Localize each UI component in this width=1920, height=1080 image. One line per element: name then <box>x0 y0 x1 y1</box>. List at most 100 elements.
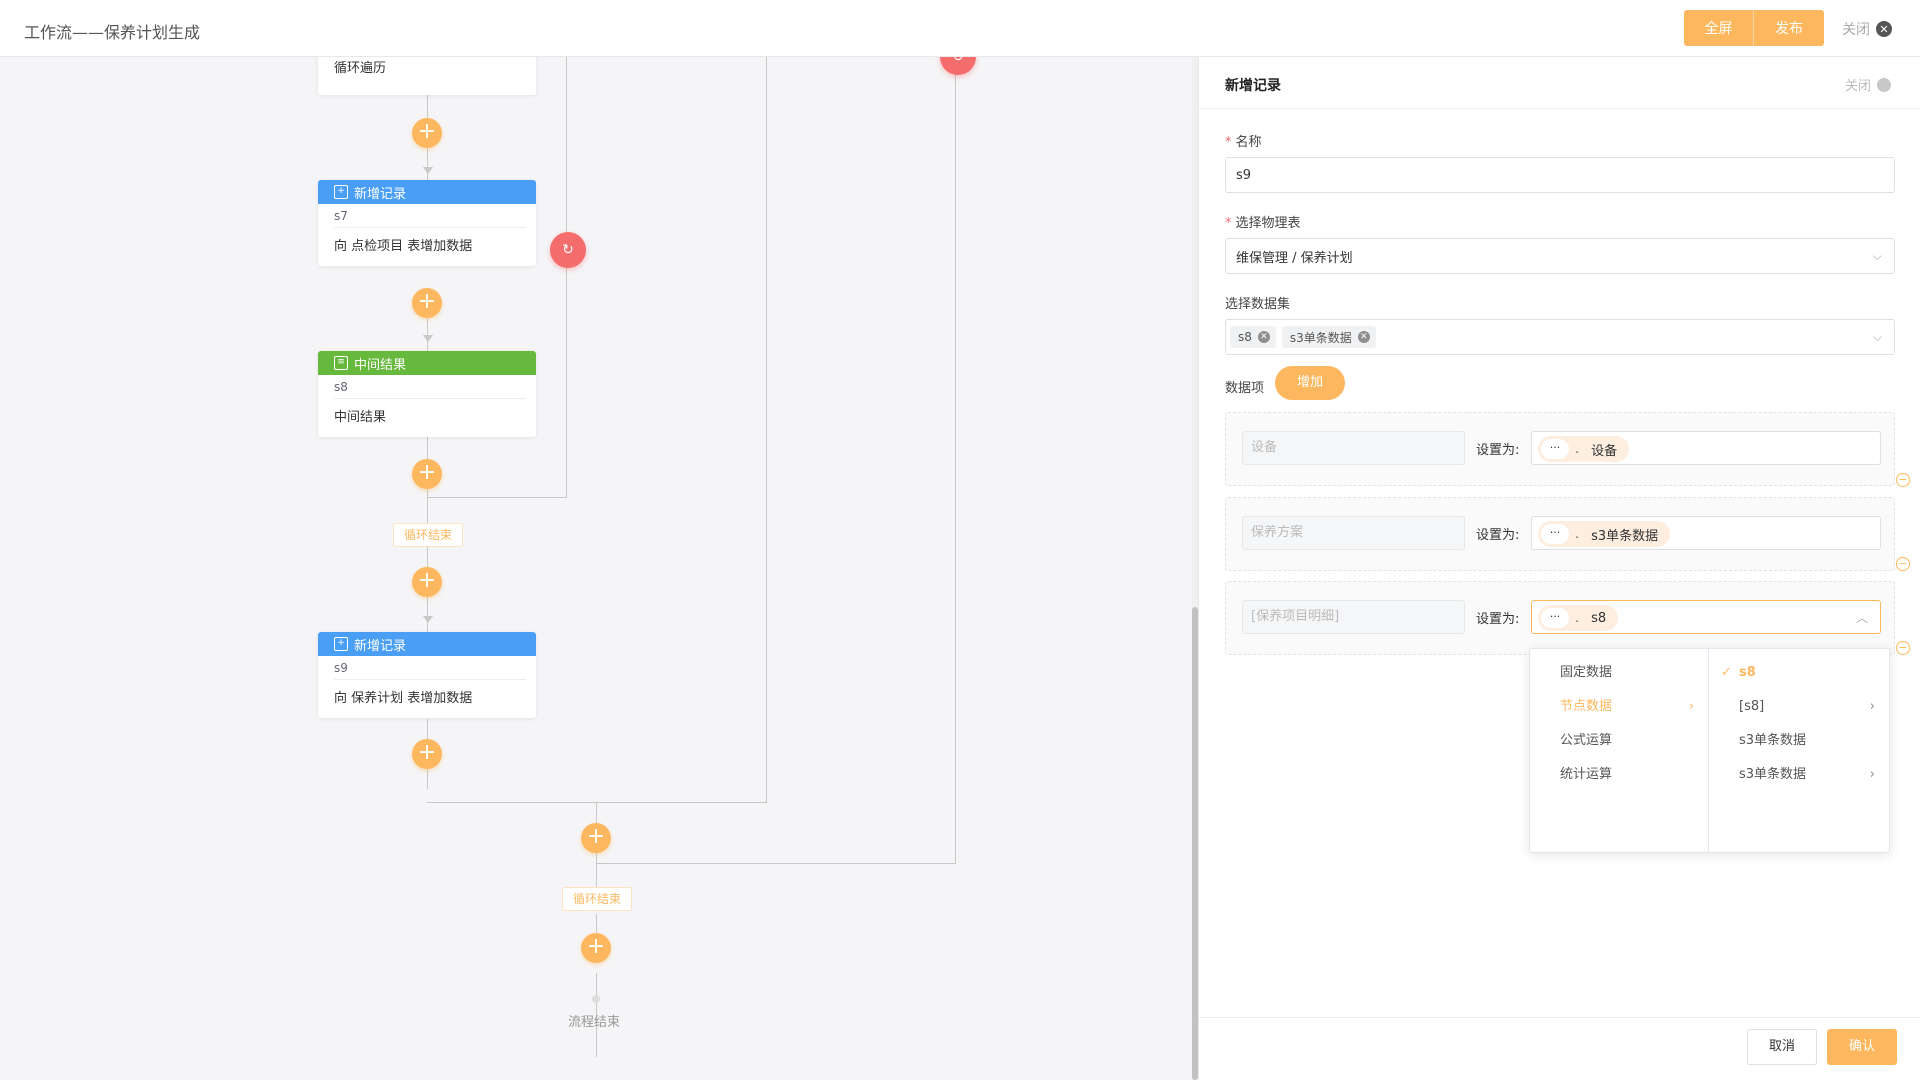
panel-close-button[interactable]: 关闭 <box>1845 75 1892 94</box>
panel-title: 新增记录 <box>1225 78 1281 94</box>
node-description: 向 保养计划 表增加数据 <box>334 691 473 706</box>
add-node-button[interactable]: + <box>412 739 442 769</box>
table-select[interactable]: 维保管理 / 保养计划 ⌵ <box>1225 238 1895 274</box>
add-node-button[interactable]: + <box>581 933 611 963</box>
node-header: ≡ 中间结果 <box>318 351 536 375</box>
option-node[interactable]: [s8] › <box>1709 690 1889 724</box>
item-value-input[interactable]: ···. s3单条数据 <box>1531 516 1881 550</box>
option-node[interactable]: s3单条数据 › <box>1709 758 1889 792</box>
item-field-input[interactable]: [保养项目明细] <box>1242 600 1465 634</box>
loop-toggle-icon[interactable]: ↻ <box>550 232 586 268</box>
node-name: s7 <box>334 204 526 228</box>
loop-toggle-icon[interactable]: ↻ <box>940 57 976 75</box>
option-statistics[interactable]: 统计运算 <box>1560 767 1613 782</box>
chevron-right-icon: › <box>1869 767 1875 782</box>
node-type-label: 中间结果 <box>354 357 407 373</box>
dataset-select[interactable]: s8 ✕ s3单条数据 ✕ ⌵ <box>1225 319 1895 355</box>
add-node-button[interactable]: + <box>412 567 442 597</box>
confirm-button[interactable]: 确认 <box>1827 1029 1897 1065</box>
dataset-chip: s8 ✕ <box>1230 326 1276 348</box>
add-node-button[interactable]: + <box>412 118 442 148</box>
set-as-label: 设置为: <box>1476 612 1520 627</box>
scrollbar-thumb[interactable] <box>1192 607 1198 1080</box>
panel-header: 新增记录 关闭 <box>1199 57 1920 109</box>
option-fixed-data[interactable]: 固定数据 <box>1560 665 1613 680</box>
option-formula[interactable]: 公式运算 <box>1560 733 1613 748</box>
chevron-right-icon: › <box>1869 699 1875 714</box>
check-icon: ✓ <box>1721 665 1732 680</box>
option-node[interactable]: ✓ s8 <box>1709 656 1889 690</box>
dataset-chip: s3单条数据 ✕ <box>1281 326 1376 348</box>
top-bar: 工作流——保养计划生成 全屏 发布 关闭 ✕ <box>0 0 1920 57</box>
add-node-button[interactable]: + <box>412 288 442 318</box>
node-add-record-s7[interactable]: + 新增记录 s7 向 点检项目 表增加数据 <box>318 180 536 266</box>
close-circle-icon <box>1877 77 1892 92</box>
node-header: + 新增记录 <box>318 632 536 656</box>
node-header: + 新增记录 <box>318 180 536 204</box>
table-value: 维保管理 / 保养计划 <box>1236 250 1353 266</box>
value-pill: ···. 设备 <box>1538 436 1630 462</box>
option-node[interactable]: s3单条数据 <box>1739 733 1807 748</box>
loop-end-tag: 循环结束 <box>393 523 464 547</box>
name-value: s9 <box>1236 167 1252 183</box>
name-label: * 名称 <box>1225 135 1262 150</box>
workflow-canvas[interactable]: 循环遍历 + + 新增记录 s7 向 点检项目 表增加数据 ↻ + ≡ 中间结果… <box>0 57 1196 1080</box>
flow-end-label: 流程结束 <box>568 1015 621 1030</box>
canvas-scrollbar[interactable] <box>1192 57 1198 1080</box>
option-node-data[interactable]: 节点数据 › <box>1530 690 1708 724</box>
fullscreen-button[interactable]: 全屏 <box>1684 10 1754 46</box>
chevron-down-icon: ⌵ <box>1872 249 1882 263</box>
cascader-dropdown: 固定数据 节点数据 › 公式运算 统计运算 ✓ s8 [s8] › s3单条数据 s3… <box>1529 648 1890 853</box>
panel-close-label: 关闭 <box>1845 79 1872 94</box>
add-node-button[interactable]: + <box>581 823 611 853</box>
node-add-record-s9[interactable]: + 新增记录 s9 向 保养计划 表增加数据 <box>318 632 536 718</box>
remove-item-icon[interactable]: − <box>1896 473 1910 487</box>
node-type-label: 新增记录 <box>354 186 407 202</box>
node-description: 向 点检项目 表增加数据 <box>334 239 473 254</box>
data-item-row: [保养项目明细] 设置为: ···. s8 ︿ <box>1225 581 1895 655</box>
node-description: 循环遍历 <box>334 61 387 76</box>
set-as-label: 设置为: <box>1476 443 1520 458</box>
data-item-row: 设备 设置为: ···. 设备 <box>1225 412 1895 486</box>
remove-chip-icon[interactable]: ✕ <box>1357 331 1370 343</box>
node-name: s9 <box>334 656 526 680</box>
node-description: 中间结果 <box>334 410 387 425</box>
more-icon[interactable]: ··· <box>1541 608 1569 628</box>
flow-end-dot <box>592 995 600 1003</box>
more-icon[interactable]: ··· <box>1541 524 1569 544</box>
add-item-button[interactable]: 增加 <box>1275 366 1345 400</box>
page-title: 工作流——保养计划生成 <box>24 23 201 42</box>
cancel-button[interactable]: 取消 <box>1747 1029 1817 1065</box>
node-intermediate-s8[interactable]: ≡ 中间结果 s8 中间结果 <box>318 351 536 437</box>
node-type-label: 新增记录 <box>354 638 407 654</box>
table-label: * 选择物理表 <box>1225 216 1301 231</box>
add-node-button[interactable]: + <box>412 459 442 489</box>
node-name: s8 <box>334 375 526 399</box>
name-input[interactable]: s9 <box>1225 157 1895 193</box>
value-pill: ···. s8 <box>1538 605 1619 631</box>
set-as-label: 设置为: <box>1476 528 1520 543</box>
data-item-row: 保养方案 设置为: ···. s3单条数据 <box>1225 497 1895 571</box>
chevron-right-icon: › <box>1688 699 1694 714</box>
items-label: 数据项 <box>1225 381 1265 396</box>
close-workflow-button[interactable]: 关闭 ✕ <box>1842 19 1892 39</box>
value-pill: ···. s3单条数据 <box>1538 521 1671 547</box>
item-field-input[interactable]: 保养方案 <box>1242 516 1465 550</box>
database-icon: ≡ <box>334 356 348 370</box>
add-record-icon: + <box>334 637 348 651</box>
dataset-label: 选择数据集 <box>1225 297 1291 312</box>
chevron-down-icon: ⌵ <box>1872 330 1882 344</box>
close-label: 关闭 <box>1842 22 1870 38</box>
item-field-input[interactable]: 设备 <box>1242 431 1465 465</box>
item-value-input[interactable]: ···. 设备 <box>1531 431 1881 465</box>
publish-button[interactable]: 发布 <box>1754 10 1824 46</box>
item-value-input[interactable]: ···. s8 ︿ <box>1531 600 1881 634</box>
loop-node[interactable]: 循环遍历 <box>318 57 536 95</box>
close-icon: ✕ <box>1876 21 1892 37</box>
cascader-menu-nodes: ✓ s8 [s8] › s3单条数据 s3单条数据 › <box>1709 649 1889 852</box>
remove-item-icon[interactable]: − <box>1896 557 1910 571</box>
remove-chip-icon[interactable]: ✕ <box>1257 331 1270 343</box>
top-button-group: 全屏 发布 <box>1684 10 1824 46</box>
more-icon[interactable]: ··· <box>1541 439 1569 459</box>
remove-item-icon[interactable]: − <box>1896 641 1910 655</box>
